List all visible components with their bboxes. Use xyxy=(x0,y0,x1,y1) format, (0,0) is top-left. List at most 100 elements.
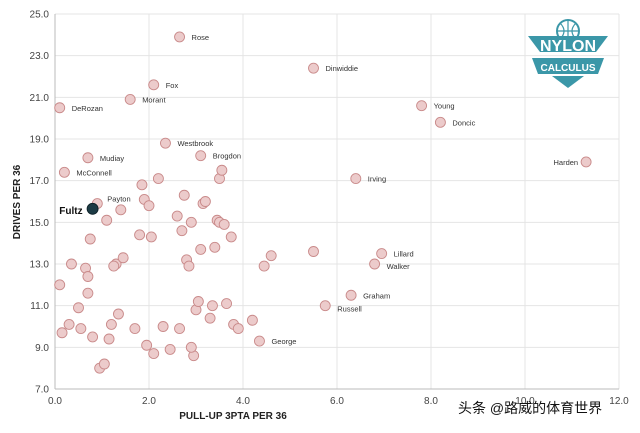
data-point xyxy=(209,241,221,253)
data-point xyxy=(115,204,127,216)
data-point xyxy=(58,166,70,178)
data-point xyxy=(143,200,155,212)
point-label: Fox xyxy=(166,81,179,90)
data-point xyxy=(124,93,136,105)
data-point xyxy=(308,62,319,74)
point-label: Payton xyxy=(107,195,130,204)
data-point xyxy=(134,229,146,241)
data-point xyxy=(246,314,258,326)
data-point xyxy=(345,289,357,301)
x-tick-label: 2.0 xyxy=(142,396,156,407)
point-label: Irving xyxy=(368,175,386,184)
data-point xyxy=(319,300,331,312)
data-point xyxy=(183,260,195,272)
data-point xyxy=(176,225,188,237)
data-point xyxy=(82,287,94,299)
x-tick-label: 6.0 xyxy=(330,396,344,407)
data-point xyxy=(84,233,96,245)
data-point xyxy=(192,296,204,307)
data-point xyxy=(148,79,160,91)
point-label: Westbrook xyxy=(177,139,213,148)
x-tick-label: 10.0 xyxy=(515,396,535,407)
data-point xyxy=(195,243,207,255)
data-point xyxy=(108,260,120,272)
data-point xyxy=(164,343,176,355)
x-tick-label: 4.0 xyxy=(236,396,250,407)
data-point xyxy=(103,333,115,345)
data-point xyxy=(152,173,164,185)
y-tick-label: 13.0 xyxy=(30,260,50,271)
data-point xyxy=(174,31,186,43)
data-point xyxy=(199,196,211,207)
point-label: Mudiay xyxy=(100,154,124,163)
x-tick-label: 0.0 xyxy=(48,396,62,407)
data-point xyxy=(141,339,153,351)
point-label: McConnell xyxy=(76,168,112,177)
point-label: Fultz xyxy=(59,206,82,217)
point-label: Young xyxy=(434,102,455,111)
data-point xyxy=(75,323,87,335)
data-point xyxy=(82,271,94,282)
data-point xyxy=(82,152,94,164)
logo-line2: CALCULUS xyxy=(541,63,596,74)
data-point xyxy=(87,331,99,343)
y-tick-label: 11.0 xyxy=(30,301,49,312)
point-label: DeRozan xyxy=(72,104,103,113)
y-tick-label: 9.0 xyxy=(35,343,49,354)
data-point xyxy=(308,246,319,257)
logo-ribbon-icon xyxy=(532,58,604,74)
x-tick-label: 8.0 xyxy=(424,396,438,407)
data-point xyxy=(221,298,233,310)
data-point xyxy=(174,323,186,335)
data-point xyxy=(416,100,428,112)
point-label: Harden xyxy=(553,158,578,167)
data-point xyxy=(254,335,265,347)
point-label: Morant xyxy=(142,95,166,104)
data-point xyxy=(129,323,141,335)
data-point xyxy=(54,279,66,291)
data-point xyxy=(185,341,197,353)
data-point xyxy=(145,231,157,243)
data-point xyxy=(157,321,169,332)
point-label: Lillard xyxy=(394,250,414,259)
data-point xyxy=(101,214,113,226)
point-label: Dinwiddie xyxy=(326,64,359,73)
data-point xyxy=(225,231,237,243)
y-tick-label: 17.0 xyxy=(30,176,50,187)
logo-shield-icon xyxy=(528,36,608,52)
y-tick-label: 21.0 xyxy=(30,93,50,104)
point-label: Rose xyxy=(192,33,210,42)
data-point xyxy=(56,327,68,339)
basketball-seam-icon xyxy=(557,20,579,42)
data-point xyxy=(117,252,129,264)
data-point xyxy=(204,312,216,324)
data-point xyxy=(65,258,77,270)
x-axis-label: PULL-UP 3PTA PER 36 xyxy=(179,411,287,422)
y-tick-label: 15.0 xyxy=(30,218,50,229)
data-point xyxy=(178,189,190,201)
nylon-calculus-logo: NYLON CALCULUS xyxy=(528,19,608,88)
data-points xyxy=(54,31,592,374)
x-tick-label: 12.0 xyxy=(609,396,629,407)
data-point xyxy=(112,308,124,320)
y-tick-label: 7.0 xyxy=(35,385,49,396)
data-point xyxy=(73,302,84,314)
y-tick-label: 23.0 xyxy=(30,51,50,62)
data-point xyxy=(265,250,277,262)
data-point xyxy=(136,179,148,191)
data-point xyxy=(216,164,228,176)
data-point xyxy=(232,323,244,335)
data-point xyxy=(580,156,592,168)
watermark: 头条 @路威的体育世界 xyxy=(458,400,602,416)
highlight-point xyxy=(86,202,99,215)
data-point xyxy=(434,116,446,128)
data-point xyxy=(206,300,218,312)
data-point xyxy=(376,248,388,260)
axis-ticks: 7.0 9.0 11.0 13.0 15.0 17.0 19.0 21.0 23.0 25.0 0.… xyxy=(30,10,630,408)
point-label: Walker xyxy=(387,262,411,271)
data-point xyxy=(350,173,362,185)
data-point xyxy=(258,260,270,272)
